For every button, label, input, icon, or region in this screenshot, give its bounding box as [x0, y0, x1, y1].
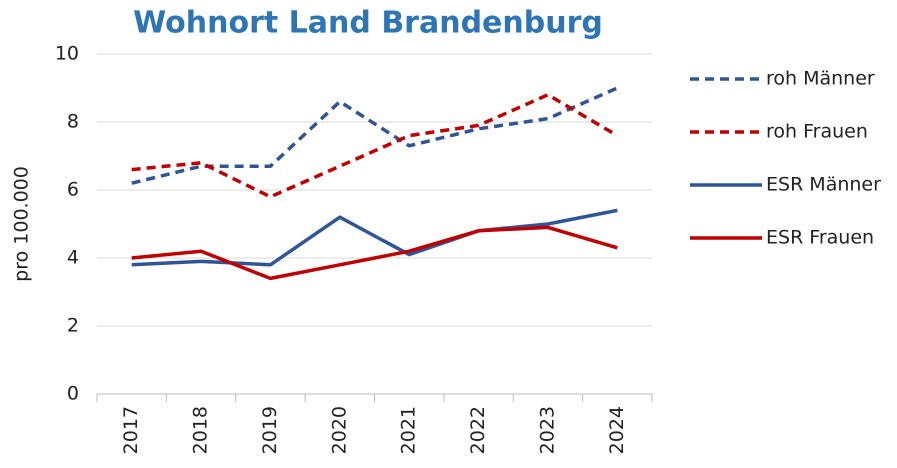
y-tick-label: 4 — [67, 247, 79, 269]
series-line — [131, 225, 618, 281]
series-line — [131, 208, 618, 267]
legend-label: roh Frauen — [766, 121, 868, 143]
x-tick-label: 2017 — [120, 406, 142, 454]
x-tick-label: 2020 — [328, 406, 350, 454]
y-tick-label: 2 — [67, 315, 79, 337]
chart-title: Wohnort Land Brandenburg — [133, 6, 603, 41]
legend-label: roh Männer — [766, 68, 875, 90]
series-line — [131, 86, 619, 185]
x-tick-label: 2023 — [536, 406, 558, 454]
y-tick-label: 6 — [67, 179, 79, 201]
x-tick-label: 2024 — [606, 406, 628, 454]
x-tick-label: 2021 — [398, 406, 420, 454]
y-tick-label: 10 — [55, 43, 79, 65]
x-tick-label: 2019 — [259, 406, 281, 454]
legend-label: ESR Frauen — [766, 227, 874, 249]
series-line — [131, 93, 619, 199]
x-tick-label: 2018 — [190, 406, 212, 454]
legend-label: ESR Männer — [766, 174, 881, 196]
y-axis-label: pro 100.000 — [11, 166, 33, 282]
y-tick-label: 0 — [67, 383, 79, 405]
y-tick-label: 8 — [67, 111, 79, 133]
x-tick-label: 2022 — [467, 406, 489, 454]
